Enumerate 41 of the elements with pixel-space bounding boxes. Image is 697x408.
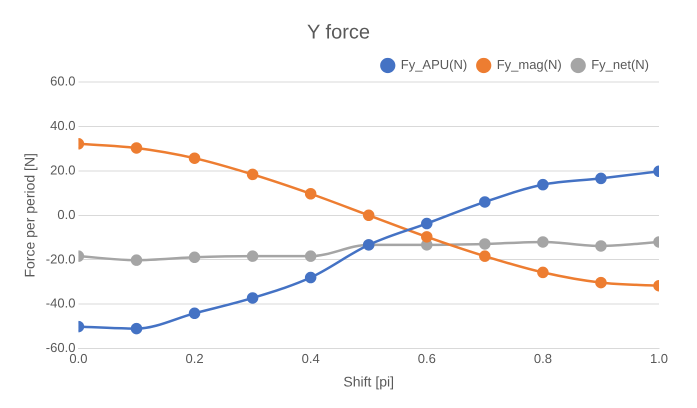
legend-label: Fy_mag(N)	[496, 57, 562, 72]
legend-label: Fy_APU(N)	[400, 57, 468, 72]
x-tick-label: 0.6	[418, 350, 436, 366]
y-tick-label: 40.0	[50, 118, 76, 134]
point	[537, 236, 549, 248]
chart-title: Y force	[307, 22, 370, 44]
point	[595, 276, 607, 288]
y-axis-title: Force per period [N]	[21, 153, 38, 278]
point	[595, 240, 607, 252]
x-tick-label: 0.8	[534, 350, 552, 366]
point	[188, 252, 200, 264]
x-tick-label: 0.4	[302, 350, 320, 366]
point	[246, 168, 258, 180]
point	[479, 196, 491, 208]
point	[130, 142, 142, 154]
legend-label: Fy_net(N)	[591, 57, 650, 72]
y-tick-label: 60.0	[50, 74, 76, 89]
point	[595, 172, 607, 184]
point	[188, 152, 200, 164]
y-tick-label: -20.0	[46, 251, 76, 266]
point	[421, 231, 433, 243]
x-tick-label: 1.0	[650, 350, 668, 366]
point	[304, 188, 316, 200]
point	[537, 178, 549, 190]
point	[479, 250, 491, 262]
point	[362, 210, 374, 222]
point	[421, 218, 433, 230]
point	[479, 238, 491, 250]
x-axis-title: Shift [pi]	[343, 373, 394, 390]
y-tick-label: 0.0	[57, 206, 76, 222]
point	[304, 250, 316, 262]
y-tick-label: -40.0	[46, 296, 76, 311]
y-tick-label: 20.0	[50, 162, 76, 178]
point	[304, 272, 316, 284]
point	[537, 266, 549, 278]
point	[130, 254, 142, 266]
point	[246, 292, 258, 304]
point	[188, 308, 200, 320]
point	[130, 322, 142, 334]
point	[246, 250, 258, 262]
x-tick-label: 0.2	[186, 350, 204, 366]
